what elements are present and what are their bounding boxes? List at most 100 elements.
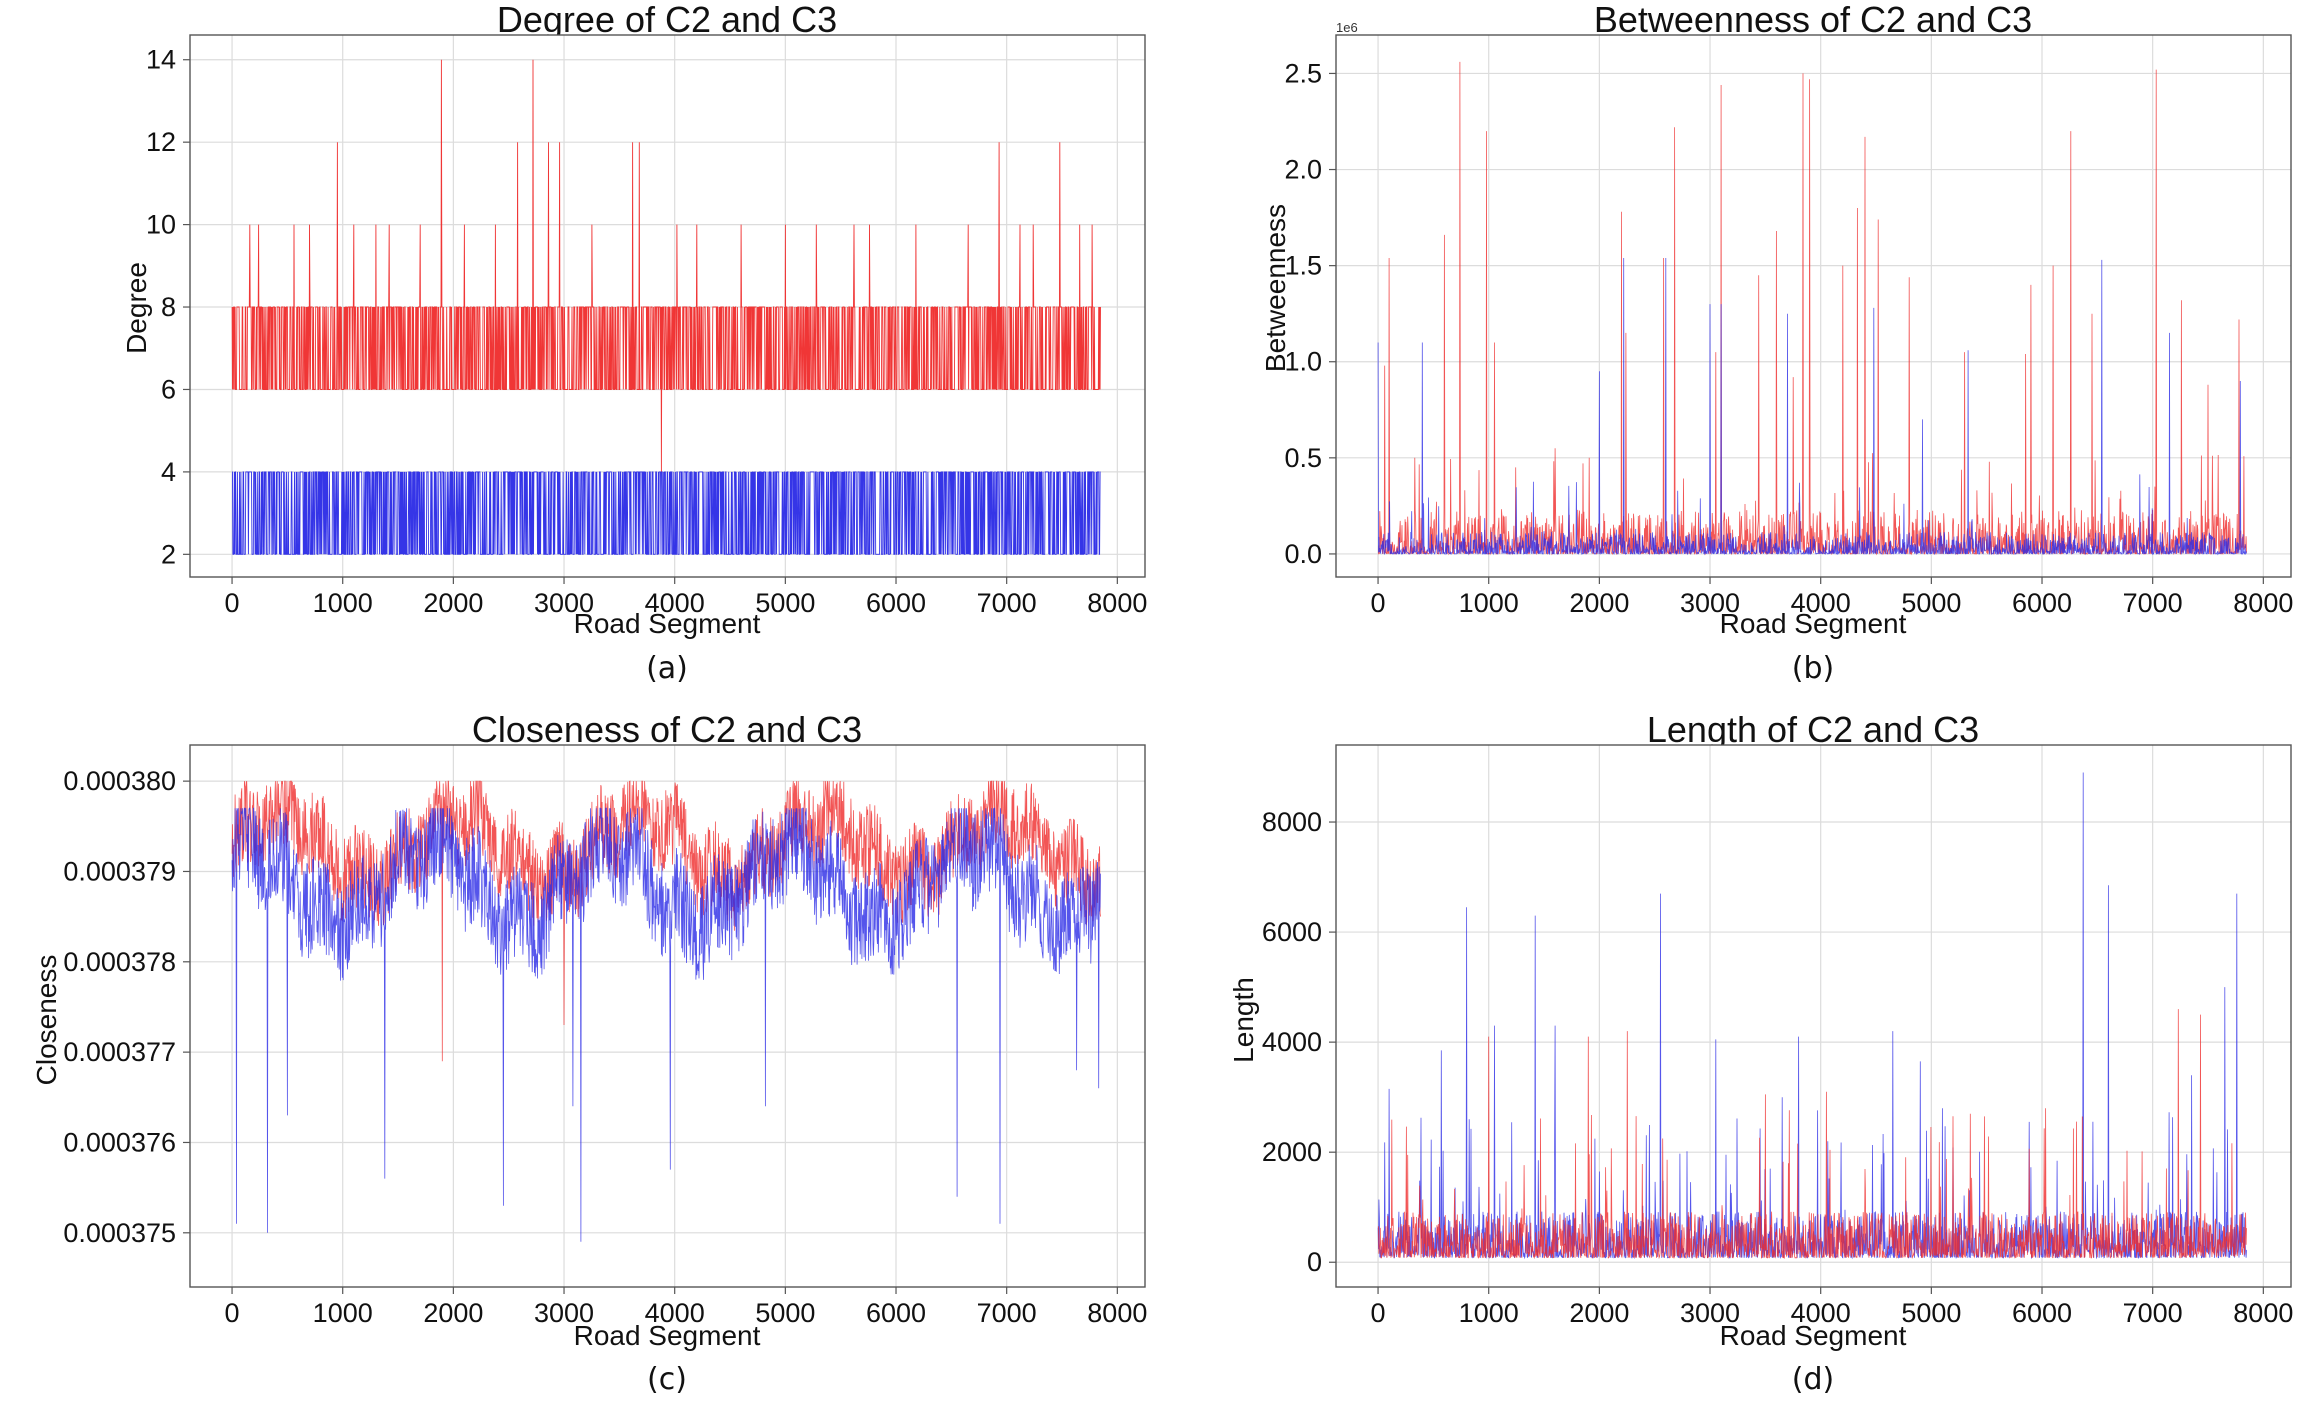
x-axis-label-betweenness: Road Segment <box>1720 608 1907 639</box>
plot-frame-degree <box>189 34 1146 578</box>
y-axis-label-closeness: Closeness <box>31 955 62 1086</box>
x-tick-label: 7000 <box>2123 1298 2183 1328</box>
y-tick-label: 1.0 <box>1284 347 1322 377</box>
plot-frame-closeness <box>189 744 1146 1288</box>
gridlines-closeness <box>190 745 1145 1287</box>
series-layer-degree <box>231 59 1101 555</box>
x-tick-label: 2000 <box>423 1298 483 1328</box>
x-tick-label: 1000 <box>1459 588 1519 618</box>
x-tick-label: 4000 <box>1791 588 1851 618</box>
y-tick-label: 4 <box>161 457 176 487</box>
caption-c: (c) <box>647 1362 687 1397</box>
chart-title-betweenness: Betweenness of C2 and C3 <box>1594 0 2032 40</box>
y-axis-offset-betweenness: 1e6 <box>1336 20 1358 35</box>
y-tick-label: 0.0 <box>1284 539 1322 569</box>
x-tick-label: 7000 <box>977 588 1037 618</box>
x-tick-label: 3000 <box>1680 588 1740 618</box>
y-tick-label: 6 <box>161 374 176 404</box>
ticks-degree: 0 1000 2000 3000 4000 5000 6000 7000 8000 2 4 6 8 10 1… <box>146 45 1147 618</box>
y-tick-label: 8 <box>161 292 176 322</box>
x-tick-label: 3000 <box>534 1298 594 1328</box>
x-axis-label-closeness: Road Segment <box>574 1320 761 1351</box>
chart-title-degree: Degree of C2 and C3 <box>497 0 837 40</box>
y-tick-label: 8000 <box>1262 807 1322 837</box>
y-tick-label: 4000 <box>1262 1027 1322 1057</box>
caption-d: (d) <box>1792 1362 1834 1397</box>
y-tick-label: 2.5 <box>1284 58 1322 88</box>
series-line-red-length <box>1377 1009 2247 1260</box>
x-tick-label: 4000 <box>1791 1298 1851 1328</box>
series-line-red-closeness <box>231 780 1101 1062</box>
x-tick-label: 8000 <box>1087 1298 1147 1328</box>
x-tick-label: 1000 <box>313 1298 373 1328</box>
x-tick-label: 4000 <box>645 588 705 618</box>
y-tick-label: 0.5 <box>1284 443 1322 473</box>
y-tick-label: 2 <box>161 539 176 569</box>
x-tick-label: 4000 <box>645 1298 705 1328</box>
ticks-closeness: 0 1000 2000 3000 4000 5000 6000 7000 8000 0.00037… <box>63 766 1147 1328</box>
series-layer-length <box>1377 772 2247 1260</box>
y-axis-label-betweenness: Betweenness <box>1260 204 1291 372</box>
ticks-betweenness: 0 1000 2000 3000 4000 5000 6000 7000 8000 0.0 0.5 1… <box>1284 58 2293 618</box>
x-tick-label: 7000 <box>2123 588 2183 618</box>
caption-b: (b) <box>1792 651 1834 686</box>
x-tick-label: 2000 <box>423 588 483 618</box>
y-tick-label: 14 <box>146 45 176 75</box>
y-tick-label: 1.5 <box>1284 251 1322 281</box>
panel-closeness: Closeness of C2 and C3 0 1000 2000 3000 4000… <box>31 709 1147 1397</box>
y-tick-label: 0.000377 <box>63 1037 176 1067</box>
x-tick-label: 8000 <box>1087 588 1147 618</box>
x-tick-label: 8000 <box>2233 1298 2293 1328</box>
x-tick-label: 0 <box>225 588 240 618</box>
caption-a: (a) <box>646 651 688 686</box>
x-tick-label: 6000 <box>866 1298 926 1328</box>
x-tick-label: 1000 <box>313 588 373 618</box>
series-line-blue-betweenness <box>1377 257 2247 556</box>
panel-betweenness: Betweenness of C2 and C3 0 1000 2000 3000 40… <box>1260 0 2293 686</box>
series-line-red-degree <box>231 59 1101 472</box>
x-tick-label: 7000 <box>977 1298 1037 1328</box>
x-tick-label: 1000 <box>1459 1298 1519 1328</box>
x-tick-label: 5000 <box>755 1298 815 1328</box>
x-tick-label: 6000 <box>2012 1298 2072 1328</box>
x-axis-label-length: Road Segment <box>1720 1320 1907 1351</box>
y-tick-label: 10 <box>146 210 176 240</box>
x-tick-label: 6000 <box>2012 588 2072 618</box>
panel-length: Length of C2 and C3 0 1000 2000 3000 4000 500… <box>1228 709 2293 1397</box>
x-tick-label: 5000 <box>1901 1298 1961 1328</box>
y-tick-label: 0.000376 <box>63 1127 176 1157</box>
x-tick-label: 2000 <box>1569 588 1629 618</box>
x-tick-label: 3000 <box>1680 1298 1740 1328</box>
x-tick-label: 0 <box>1371 588 1386 618</box>
x-tick-label: 5000 <box>1901 588 1961 618</box>
x-tick-label: 2000 <box>1569 1298 1629 1328</box>
y-tick-label: 0.000380 <box>63 766 176 796</box>
x-tick-label: 6000 <box>866 588 926 618</box>
x-tick-label: 3000 <box>534 588 594 618</box>
plot-frame-length <box>1335 744 2292 1288</box>
chart-title-length: Length of C2 and C3 <box>1647 709 1979 750</box>
x-tick-label: 0 <box>225 1298 240 1328</box>
plot-frame-betweenness <box>1335 34 2292 578</box>
y-axis-label-degree: Degree <box>121 262 152 354</box>
x-tick-label: 5000 <box>755 588 815 618</box>
series-line-blue-closeness <box>231 807 1101 1242</box>
gridlines-length <box>1336 745 2291 1287</box>
chart-title-closeness: Closeness of C2 and C3 <box>472 709 862 750</box>
y-tick-label: 2000 <box>1262 1137 1322 1167</box>
y-tick-label: 2.0 <box>1284 155 1322 185</box>
ticks-length: 0 1000 2000 3000 4000 5000 6000 7000 8000 0 2000 40… <box>1262 807 2293 1328</box>
y-tick-label: 0.000375 <box>63 1218 176 1248</box>
panel-degree: Degree of C2 and C3 0 1000 2000 3000 4000 500… <box>121 0 1147 686</box>
series-line-blue-degree <box>232 471 1101 555</box>
y-axis-label-length: Length <box>1228 977 1259 1063</box>
x-tick-label: 8000 <box>2233 588 2293 618</box>
y-tick-label: 0.000378 <box>63 947 176 977</box>
x-tick-label: 0 <box>1371 1298 1386 1328</box>
series-layer-betweenness <box>1377 61 2247 556</box>
y-tick-label: 0.000379 <box>63 856 176 886</box>
y-tick-label: 0 <box>1307 1247 1322 1277</box>
x-axis-label-degree: Road Segment <box>574 608 761 639</box>
y-tick-label: 6000 <box>1262 917 1322 947</box>
